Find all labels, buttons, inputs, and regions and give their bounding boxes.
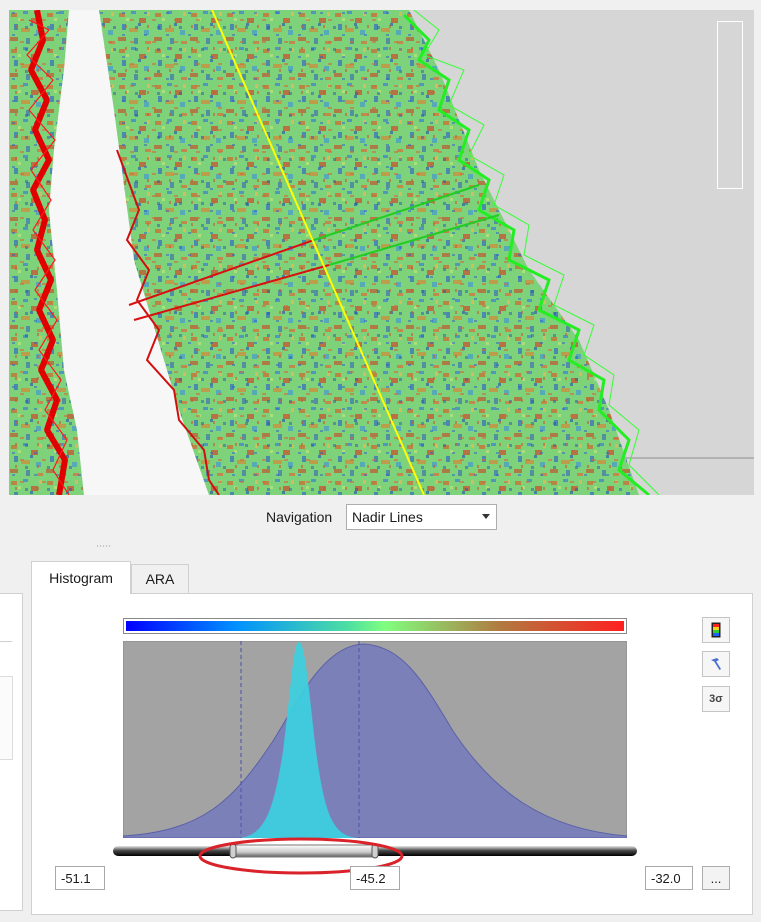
- slider-handle-left: [229, 843, 237, 859]
- left-panel-box: [0, 676, 13, 760]
- tab-histogram[interactable]: Histogram: [31, 561, 131, 594]
- overview-frame[interactable]: [717, 21, 743, 189]
- mid-value-text: -45.2: [356, 870, 386, 886]
- bathymetry-map[interactable]: [9, 10, 754, 495]
- hammer-icon: [711, 658, 721, 670]
- min-value-text: -51.1: [61, 870, 91, 886]
- divider: [0, 641, 12, 642]
- slider-selected-range: [229, 844, 379, 858]
- colormap-bar: [123, 618, 627, 634]
- map-view[interactable]: [9, 10, 754, 495]
- navigation-select[interactable]: Nadir Lines: [346, 504, 497, 530]
- mid-value-field[interactable]: -45.2: [350, 866, 400, 890]
- selection-distribution: [238, 642, 358, 838]
- range-slider[interactable]: [112, 843, 638, 859]
- navigation-select-value: Nadir Lines: [352, 509, 423, 525]
- histogram-plot: [123, 641, 627, 838]
- more-options-button[interactable]: ...: [702, 866, 730, 890]
- colormap-gradient: [126, 621, 624, 631]
- navigation-label: Navigation: [266, 509, 333, 525]
- colormap-icon: [711, 622, 721, 638]
- min-value-field[interactable]: -51.1: [55, 866, 105, 890]
- max-value-text: -32.0: [651, 870, 681, 886]
- slider-handle-right: [371, 843, 379, 859]
- splitter-handle[interactable]: [96, 545, 112, 547]
- full-distribution: [123, 643, 627, 838]
- max-value-field[interactable]: -32.0: [645, 866, 693, 890]
- tab-ara-label: ARA: [145, 571, 175, 587]
- sigma-button[interactable]: 3σ: [702, 686, 730, 712]
- more-options-label: ...: [710, 870, 722, 886]
- reset-button[interactable]: [702, 651, 730, 677]
- chevron-down-icon: [482, 514, 490, 519]
- sigma-label: 3σ: [709, 693, 723, 705]
- colormap-button[interactable]: [702, 617, 730, 643]
- left-panel: [0, 593, 23, 911]
- tab-ara[interactable]: ARA: [131, 564, 189, 593]
- tab-histogram-label: Histogram: [49, 570, 113, 586]
